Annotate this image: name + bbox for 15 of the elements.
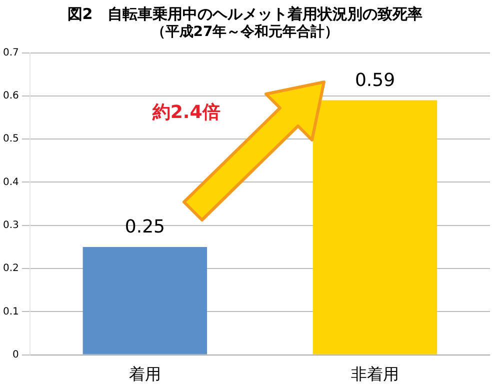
chart-subtitle: （平成27年～令和元年合計）: [151, 24, 339, 40]
y-tick-label: 0.5: [2, 134, 19, 145]
data-label: 0.25: [124, 216, 165, 238]
data-label: 0.59: [354, 70, 396, 91]
y-tick-label: 0.6: [2, 90, 19, 102]
y-tick-label: 0: [12, 349, 19, 360]
chart-title: 図2 自転車乗用中のヘルメット着用状況別の致死率: [67, 4, 423, 23]
y-tick-label: 0.1: [2, 306, 19, 318]
x-tick-label: 非着用: [350, 364, 399, 384]
y-tick-label: 0.7: [2, 47, 19, 58]
y-tick-label: 0.3: [2, 220, 19, 231]
x-tick-label: 着用: [128, 364, 161, 384]
y-tick-label: 0.2: [2, 263, 19, 274]
y-tick-label: 0.4: [2, 176, 19, 188]
annotation: 約2.4倍: [151, 102, 220, 123]
